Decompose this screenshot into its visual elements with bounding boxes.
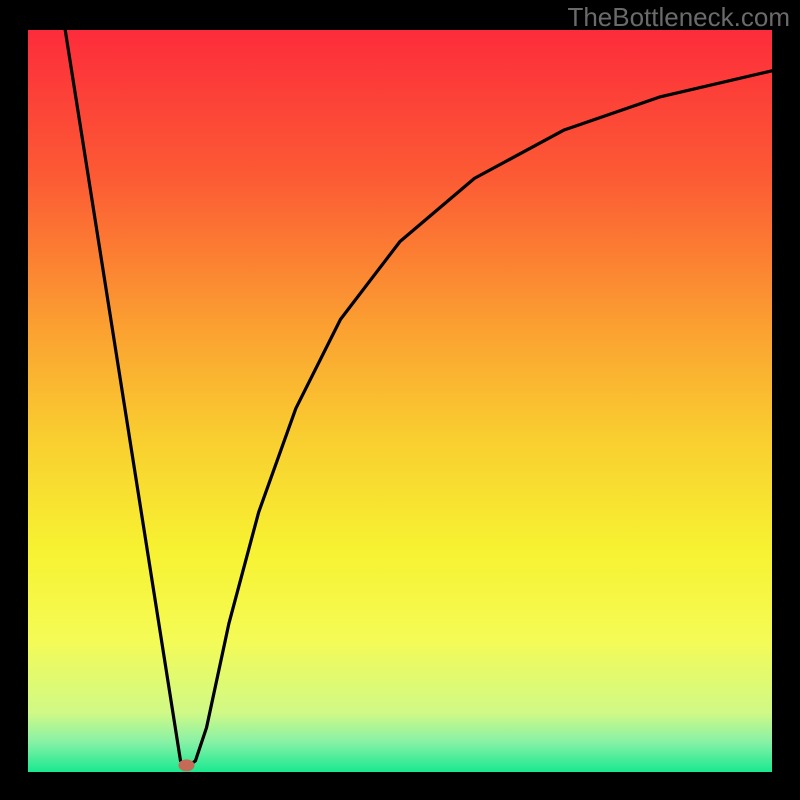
minimum-marker bbox=[178, 759, 194, 771]
watermark-text: TheBottleneck.com bbox=[567, 2, 790, 33]
gradient-background bbox=[28, 30, 772, 772]
bottleneck-chart bbox=[28, 30, 772, 772]
chart-container: TheBottleneck.com bbox=[0, 0, 800, 800]
